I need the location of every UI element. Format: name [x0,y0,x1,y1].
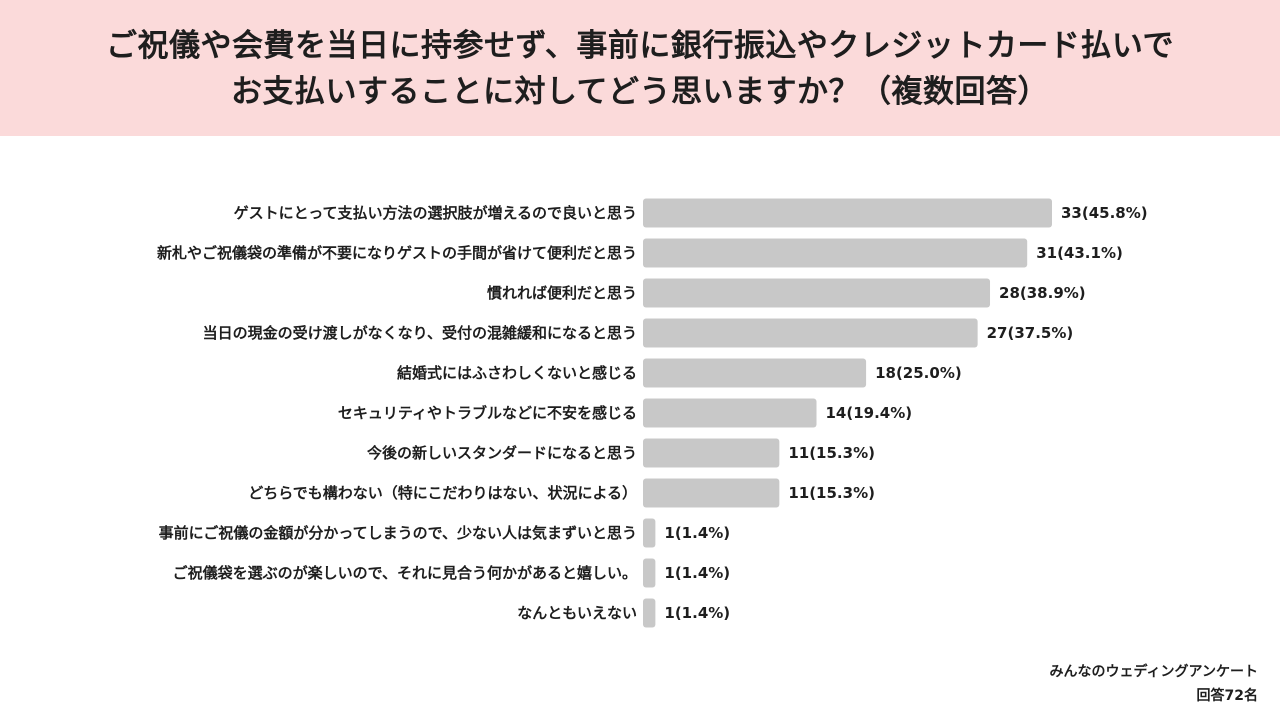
category-label: セキュリティやトラブルなどに不安を感じる [338,404,637,422]
bar [643,438,780,468]
value-label: 1(1.4%) [664,564,730,582]
value-label: 18(25.0%) [875,364,962,382]
source-label: みんなのウェディングアンケート [1049,664,1258,680]
horizontal-bar-chart: ゲストにとって支払い方法の選択肢が増えるので良いと思う 33(45.8%) 新札やご… [157,198,1148,628]
bar [643,558,656,588]
value-label: 11(15.3%) [788,484,875,502]
bar [643,238,1028,268]
category-label: ゲストにとって支払い方法の選択肢が増えるので良いと思う [234,204,637,222]
bar [643,478,780,508]
bar [643,518,656,548]
value-label: 33(45.8%) [1061,204,1148,222]
bar [643,598,656,628]
chart-title-line-2: お支払いすることに対してどう思いますか？（複数回答） [230,74,1050,110]
value-label: 1(1.4%) [664,524,730,542]
category-label: 事前にご祝儀の金額が分かってしまうので、少ない人は気まずいと思う [159,524,637,542]
value-label: 11(15.3%) [788,444,875,462]
value-label: 28(38.9%) [999,284,1086,302]
chart-footer: みんなのウェディングアンケート 回答72名 [1050,660,1258,708]
category-label: 新札やご祝儀袋の準備が不要になりゲストの手間が省けて便利だと思う [157,244,637,262]
category-label: 今後の新しいスタンダードになると思う [366,444,637,462]
bar [643,318,978,348]
category-label: なんともいえない [517,604,637,622]
category-label: 慣れれば便利だと思う [487,284,637,302]
chart-title-line-1: ご祝儀や会費を当日に持参せず、事前に銀行振込やクレジットカード払いで [106,28,1174,64]
bar [643,398,817,428]
category-label: 結婚式にはふさわしくないと感じる [397,364,637,382]
bar [643,198,1052,228]
bar [643,278,991,308]
value-label: 27(37.5%) [987,324,1074,342]
category-label: どちらでも構わない（特にこだわりはない、状況による） [248,484,637,502]
title-banner: ご祝儀や会費を当日に持参せず、事前に銀行振込やクレジットカード払いで お支払いす… [0,0,1280,136]
value-label: 1(1.4%) [664,604,730,622]
category-label: ご祝儀袋を選ぶのが楽しいので、それに見合う何かがあると嬉しい。 [173,564,637,582]
value-label: 14(19.4%) [826,404,913,422]
value-label: 31(43.1%) [1036,244,1123,262]
category-label: 当日の現金の受け渡しがなくなり、受付の混雑緩和になると思う [203,324,637,342]
response-count-label: 回答72名 [1196,688,1258,704]
bar [643,358,867,388]
